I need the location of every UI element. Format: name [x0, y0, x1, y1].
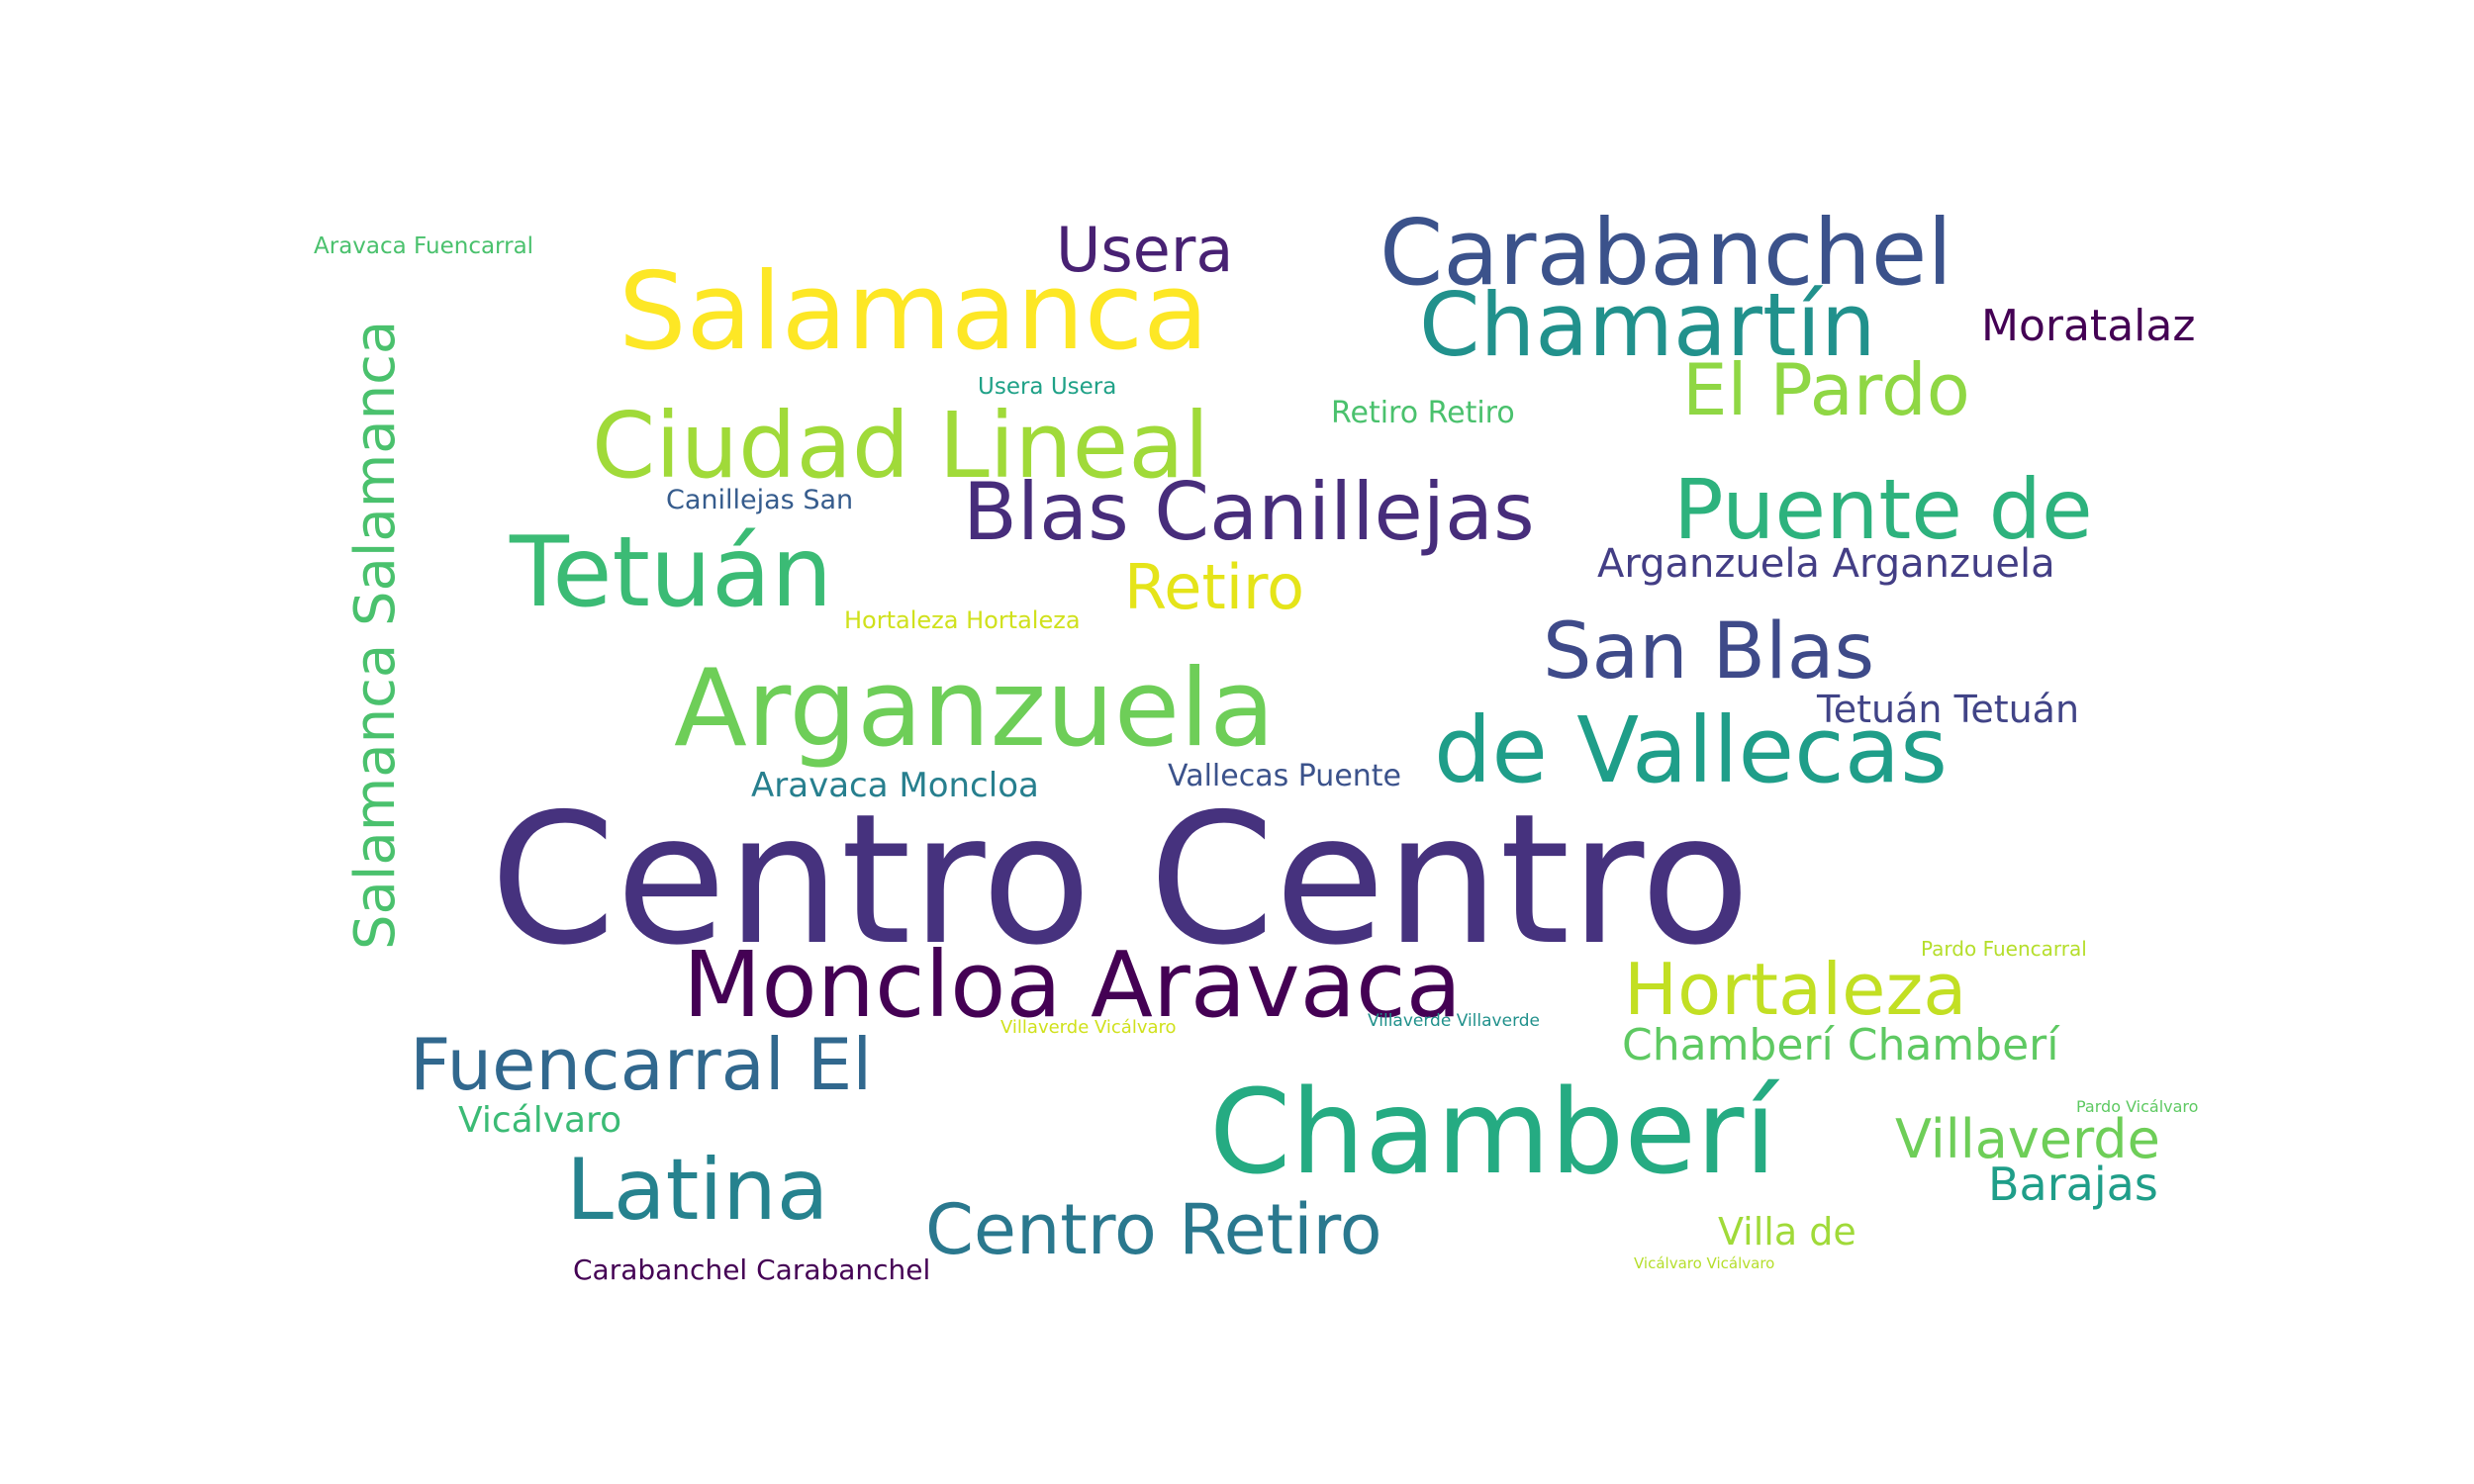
word-ciudad-lineal: Ciudad Lineal: [592, 393, 1210, 499]
word-hortaleza: Hortaleza: [1624, 948, 1967, 1031]
word-aravaca-fuencarral: Aravaca Fuencarral: [314, 233, 534, 259]
word-salamanca-salamanca: Salamanca Salamanca: [343, 320, 408, 950]
word-de-vallecas: de Vallecas: [1434, 697, 1949, 803]
word-el-pardo: El Pardo: [1682, 348, 1970, 431]
word-puente-de: Puente de: [1673, 461, 2093, 558]
word-villaverde-villaverde: Villaverde Villaverde: [1368, 1011, 1541, 1031]
word-chamberi: Chamberí: [1209, 1064, 1777, 1200]
word-arganzuela-arganzuela: Arganzuela Arganzuela: [1597, 541, 2055, 587]
word-salamanca: Salamanca: [618, 250, 1209, 374]
word-chamartin: Chamartín: [1419, 274, 1876, 376]
word-villa-de: Villa de: [1718, 1210, 1856, 1253]
word-tetuan-tetuan: Tetuán Tetuán: [1817, 688, 2080, 731]
word-centro-retiro: Centro Retiro: [925, 1189, 1382, 1270]
word-vicalvaro: Vicálvaro: [458, 1100, 622, 1141]
word-chamberi-chamberi: Chamberí Chamberí: [1622, 1020, 2059, 1070]
word-tetuan: Tetuán: [510, 516, 833, 629]
word-vicalvaro-vicalvaro: Vicálvaro Vicálvaro: [1634, 1254, 1775, 1272]
word-carabanchel-carabanchel: Carabanchel Carabanchel: [573, 1253, 931, 1286]
word-pardo-fuencarral: Pardo Fuencarral: [1921, 937, 2087, 961]
word-blas-canillejas: Blas Canillejas: [963, 466, 1535, 558]
word-moncloa-aravaca: Moncloa Aravaca: [683, 932, 1462, 1038]
word-aravaca-moncloa: Aravaca Moncloa: [751, 766, 1039, 805]
word-barajas: Barajas: [1988, 1158, 2158, 1211]
word-villaverde: Villaverde: [1895, 1108, 2160, 1170]
word-san-blas: San Blas: [1543, 607, 1875, 696]
word-canillejas-san: Canillejas San: [666, 485, 854, 515]
word-usera-usera: Usera Usera: [978, 374, 1117, 400]
word-carabanchel: Carabanchel: [1380, 200, 1952, 306]
word-usera: Usera: [1056, 214, 1234, 286]
word-villaverde-vicalvaro: Villaverde Vicálvaro: [1000, 1017, 1177, 1038]
word-fuencarral-el: Fuencarral El: [410, 1023, 873, 1106]
word-latina: Latina: [566, 1141, 829, 1240]
word-pardo-vicalvaro: Pardo Vicálvaro: [2076, 1097, 2199, 1116]
word-centro-centro: Centro Centro: [490, 775, 1751, 984]
word-retiro: Retiro: [1124, 551, 1305, 623]
word-vallecas-puente: Vallecas Puente: [1168, 759, 1402, 793]
word-arganzuela: Arganzuela: [674, 647, 1276, 771]
word-retiro-retiro: Retiro Retiro: [1331, 396, 1515, 430]
word-moratalaz: Moratalaz: [1981, 301, 2196, 351]
word-hortaleza-hortaleza: Hortaleza Hortaleza: [844, 606, 1081, 634]
